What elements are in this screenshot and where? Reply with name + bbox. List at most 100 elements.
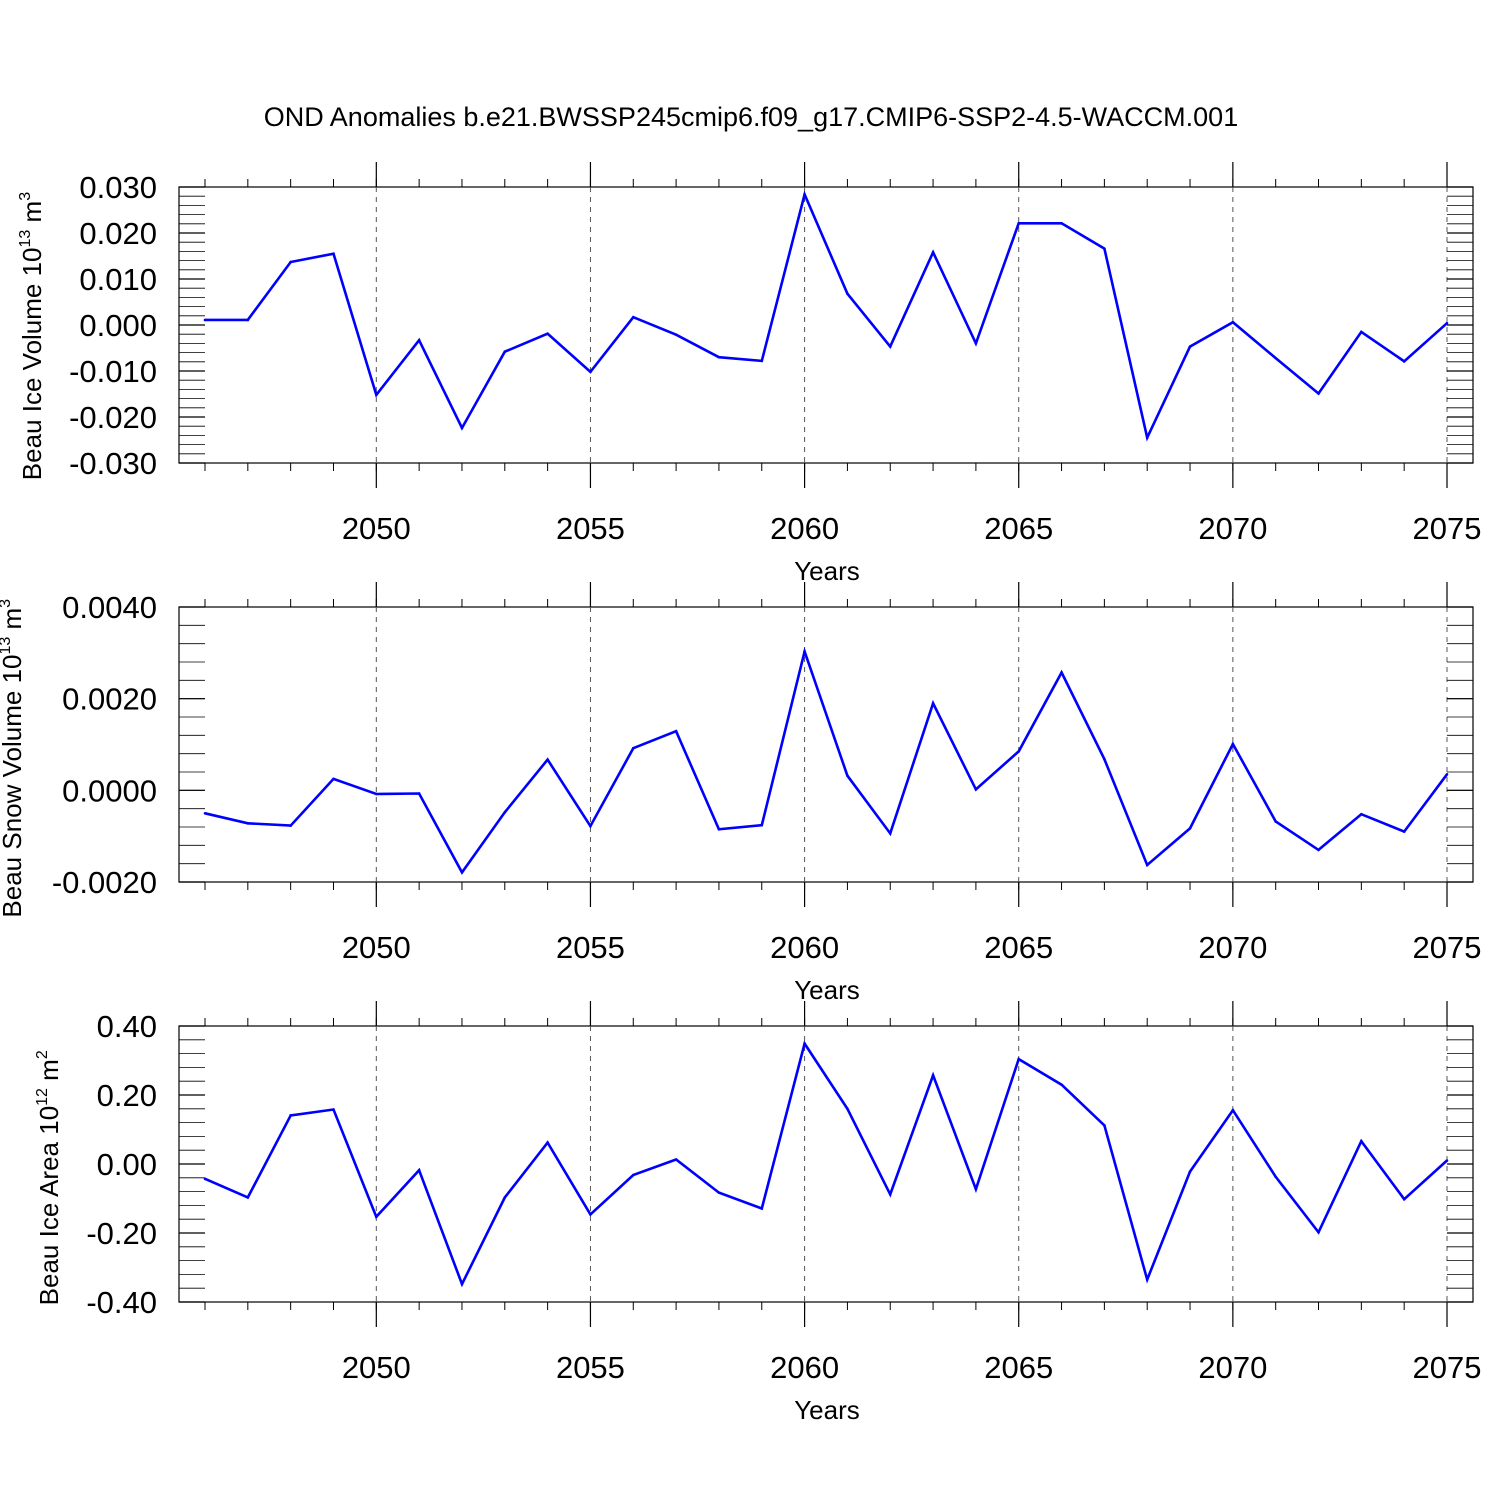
y-tick-label: 0.020 [79,216,157,251]
x-tick-label: 2050 [342,511,411,546]
y-tick-label: 0.0020 [62,682,157,717]
y-tick-label: -0.020 [69,400,157,435]
panels: 2050 2055 2060 2065 2070 2075 -0.030 -0.020 -0.0… [0,162,1481,1425]
data-point [760,823,764,827]
y-axis-label: Beau Snow Volume 1013 m3 [0,599,27,918]
data-point [332,777,335,781]
data-point [417,338,421,342]
y-tick-label: 0.0040 [62,590,157,625]
data-point [717,1191,721,1194]
x-tick-label: 2060 [770,1350,839,1385]
data-point [289,1114,292,1117]
panel-2: 2050 2055 2060 2065 2070 2075 -0.0020 0.0000 0.0… [0,582,1481,1005]
y-tick-label: 0.40 [97,1009,157,1044]
data-point [1274,1175,1277,1179]
y-axis-label: Beau Ice Volume 1013 m3 [17,192,47,480]
data-point [289,260,292,264]
data-point [375,1215,378,1219]
data-point [546,1141,549,1144]
chart-title: OND Anomalies b.e21.BWSSP245cmip6.f09_g1… [264,102,1238,132]
data-point [332,1108,335,1111]
data-point [203,1177,207,1181]
data-point [1445,1159,1449,1162]
x-tick-label: 2065 [984,1350,1053,1385]
x-tick-label: 2075 [1413,1350,1482,1385]
data-point [460,1282,464,1286]
data-point [289,824,292,827]
data-point [631,315,635,319]
data-point [1188,827,1192,830]
data-point [246,822,250,825]
data-point [1060,222,1063,225]
data-point [1402,1197,1406,1201]
data-point [1402,360,1406,363]
data-point [1445,772,1449,776]
x-tick-label: 2070 [1198,930,1267,965]
x-tick-label: 2065 [984,511,1053,546]
data-point [1017,1057,1021,1061]
y-tick-label: -0.20 [86,1216,157,1251]
data-point [1317,1231,1320,1234]
x-tick-label: 2055 [556,930,625,965]
data-point [1445,321,1449,325]
y-tick-label: 0.20 [97,1078,157,1113]
y-tick-label: 0.030 [79,170,157,205]
y-tick-label: -0.010 [69,354,157,389]
x-tick-label: 2070 [1198,511,1267,546]
data-point [375,393,378,397]
data-point [674,729,678,733]
x-axis-label: Years [794,1395,860,1425]
data-point [1231,742,1235,746]
x-axis-label: Years [794,556,860,586]
series-line [204,646,1449,875]
data-point [589,370,592,374]
y-tick-label: -0.030 [69,446,157,481]
x-tick-label: 2055 [556,511,625,546]
plot-frame [178,1025,1474,1303]
data-point [1145,1278,1149,1281]
data-point [974,342,978,345]
plot-frame [178,606,1474,883]
data-point [1103,757,1106,761]
data-point [888,1193,892,1196]
data-point [631,746,635,750]
data-point [503,350,507,353]
data-point [332,252,335,255]
data-point [1017,750,1021,753]
x-tick-label: 2075 [1413,930,1482,965]
data-point [1231,1108,1235,1112]
data-point [931,701,935,705]
x-tick-label: 2075 [1413,511,1482,546]
data-point [1188,345,1192,348]
x-tick-label: 2050 [342,1350,411,1385]
data-point [974,1187,978,1191]
data-point [1145,436,1149,440]
data-point [1145,863,1149,867]
data-point [203,811,207,815]
data-point [931,1074,935,1077]
data-point [1360,1139,1363,1143]
y-tick-label: 0.010 [79,262,157,297]
y-tick-label: 0.000 [79,308,157,343]
data-point [1103,247,1106,250]
data-point [1274,820,1277,823]
data-point [1103,1124,1106,1127]
data-point [417,792,421,795]
data-point [1060,1083,1063,1086]
data-point [846,774,849,777]
data-point [674,333,678,336]
data-point [674,1158,678,1161]
data-point [760,1207,764,1210]
data-point [246,1196,250,1199]
data-point [503,1196,507,1199]
data-point [846,292,849,296]
x-tick-label: 2060 [770,511,839,546]
data-point [246,318,250,322]
data-point [1402,830,1406,833]
x-tick-label: 2070 [1198,1350,1267,1385]
data-point [1360,330,1363,334]
series-line [205,190,1448,442]
y-tick-label: -0.40 [86,1285,157,1320]
data-point [888,345,892,348]
